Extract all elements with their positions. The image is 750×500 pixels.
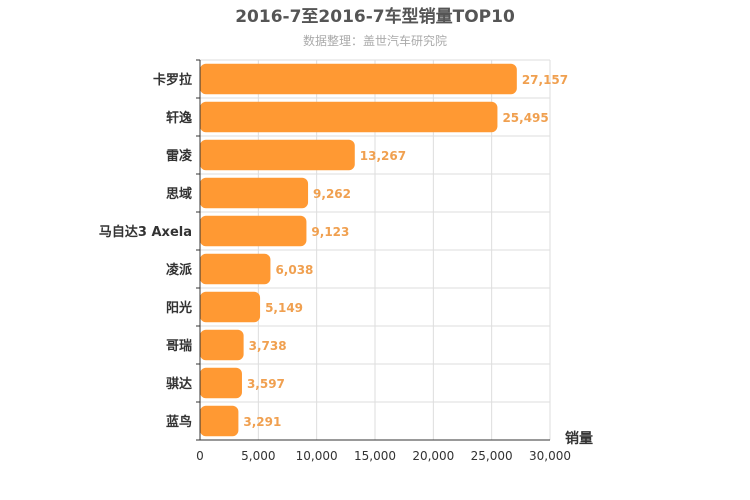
- data-label: 25,495: [502, 111, 548, 125]
- bar: [200, 367, 242, 399]
- bar: [200, 177, 309, 209]
- data-label: 13,267: [360, 149, 406, 163]
- bar: [200, 405, 239, 437]
- chart-subtitle: 数据整理：盖世汽车研究院: [303, 33, 447, 48]
- data-label: 3,291: [243, 415, 281, 429]
- x-tick-label: 10,000: [296, 449, 338, 463]
- x-tick-label: 15,000: [354, 449, 396, 463]
- category-label: 阳光: [166, 300, 192, 316]
- data-label: 3,597: [247, 377, 285, 391]
- bar: [200, 329, 244, 361]
- axis-layer: 0 5,000 10,000 15,000 20,000 25,000 30,000 卡罗拉轩…: [99, 59, 571, 463]
- data-label: 6,038: [275, 263, 313, 277]
- category-label: 凌派: [166, 262, 193, 278]
- data-label: 9,262: [313, 187, 351, 201]
- bar-layer: 27,157 25,495 13,267 9,262 9,123 6,038 5,149 3,…: [200, 63, 568, 437]
- x-tick-label: 30,000: [529, 449, 571, 463]
- x-tick-label: 5,000: [241, 449, 275, 463]
- bar: [200, 101, 498, 133]
- bar: [200, 63, 517, 95]
- data-label: 9,123: [311, 225, 349, 239]
- chart-title: 2016-7至2016-7车型销量TOP10: [235, 6, 515, 27]
- bar: [200, 291, 261, 323]
- data-label: 3,738: [249, 339, 287, 353]
- category-label: 思域: [166, 186, 192, 202]
- x-tick-label: 20,000: [412, 449, 454, 463]
- category-label: 骐达: [166, 376, 192, 392]
- bar: [200, 215, 307, 247]
- bar: [200, 253, 271, 285]
- x-axis-title: 销量: [565, 430, 593, 447]
- category-label: 轩逸: [166, 110, 192, 126]
- category-label: 马自达3 Axela: [99, 224, 192, 240]
- category-label: 雷凌: [166, 148, 193, 164]
- category-label: 哥瑞: [166, 338, 192, 354]
- category-label: 蓝鸟: [166, 414, 192, 430]
- x-tick-label: 25,000: [471, 449, 513, 463]
- data-label: 27,157: [522, 73, 568, 87]
- x-tick-label: 0: [196, 449, 204, 463]
- data-label: 5,149: [265, 301, 303, 315]
- bar: [200, 139, 355, 171]
- category-label: 卡罗拉: [153, 72, 192, 88]
